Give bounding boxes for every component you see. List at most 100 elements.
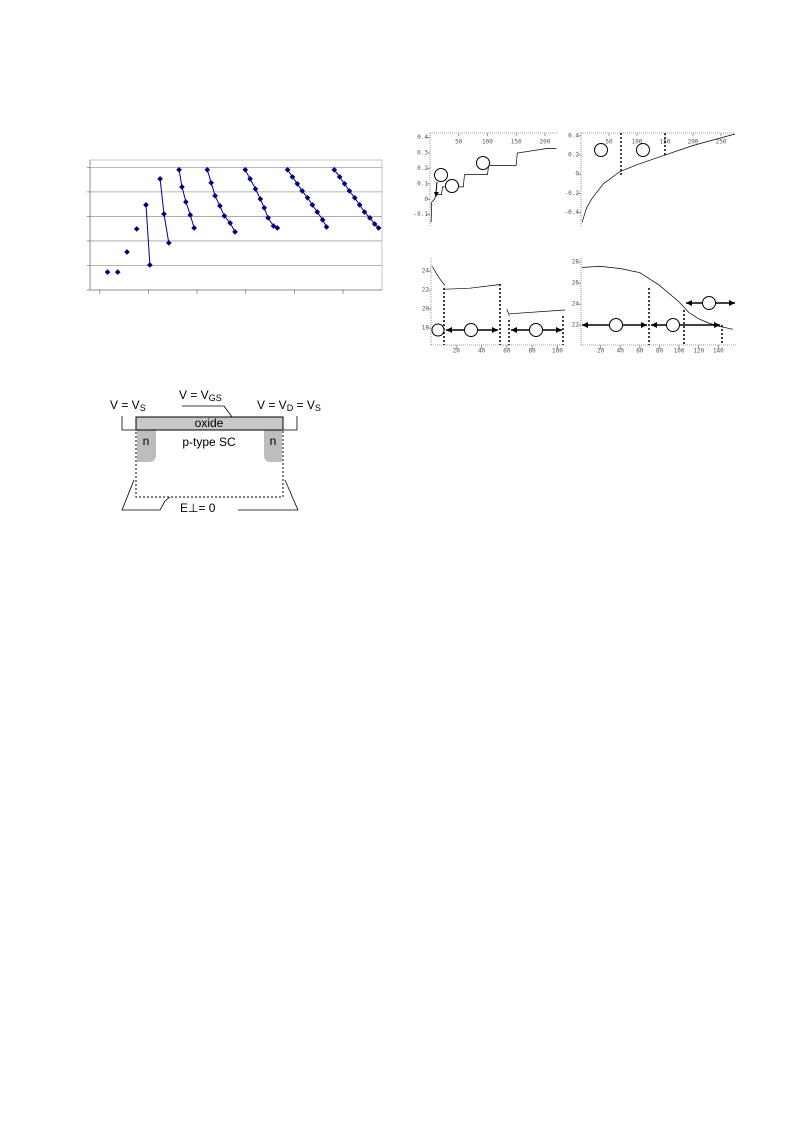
arrowhead xyxy=(582,322,588,328)
pointer-line xyxy=(121,479,160,511)
data-point xyxy=(371,221,378,227)
y-tick-label: -0.1 xyxy=(414,211,429,218)
arrowhead xyxy=(729,300,735,306)
data-point xyxy=(304,194,311,201)
n-region xyxy=(137,430,156,462)
data-point xyxy=(133,226,140,232)
y-tick-label: 24 xyxy=(572,301,580,308)
drain-label: V = VD = VS xyxy=(257,398,321,413)
data-line xyxy=(430,148,557,223)
x-tick-label: 100 xyxy=(482,139,493,146)
x-tick-label: 40 xyxy=(617,348,625,355)
data-point xyxy=(265,215,271,221)
data-point xyxy=(341,180,348,187)
data-point xyxy=(147,262,153,268)
circle-marker xyxy=(434,168,448,182)
y-tick-label: 22 xyxy=(572,322,580,329)
data-point xyxy=(204,166,211,173)
data-point xyxy=(336,174,343,180)
arrowhead xyxy=(492,327,498,333)
x-tick-label: 200 xyxy=(540,139,551,146)
data-point xyxy=(179,184,185,190)
y-tick-label: 0.1 xyxy=(417,180,428,187)
label-subscript: S xyxy=(315,403,321,413)
data-point xyxy=(166,240,172,246)
plot-frame xyxy=(89,159,383,291)
x-tick-label: 20 xyxy=(453,348,461,355)
data-point xyxy=(124,249,130,255)
pointer-line xyxy=(159,496,171,511)
y-tick-label: -0.2 xyxy=(565,190,580,197)
data-point xyxy=(221,213,228,219)
data-point xyxy=(157,176,163,182)
data-point xyxy=(227,220,233,226)
chart: 0.4 0.3 0.2 0.1 0 -0.1 50 100 150 200 xyxy=(414,132,557,227)
data-point xyxy=(183,199,189,205)
data-point xyxy=(232,229,238,235)
data-point xyxy=(247,176,253,182)
arrowheads xyxy=(434,192,735,333)
x-tick-label: 50 xyxy=(605,139,613,146)
data-point xyxy=(176,166,182,173)
data-point xyxy=(331,166,338,173)
data-point xyxy=(187,212,194,218)
circle-marker xyxy=(636,143,650,157)
data-point xyxy=(294,180,301,187)
label-subscript: GS xyxy=(209,393,222,403)
chart: 24 22 20 18 20 40 60 80 100 xyxy=(422,258,566,355)
label-text: = V xyxy=(293,398,315,412)
data-point xyxy=(191,225,197,231)
data-point xyxy=(289,174,296,180)
oxide-layer xyxy=(135,416,284,431)
label-text: V = V xyxy=(110,398,140,412)
x-tick-label: 100 xyxy=(552,348,563,355)
x-tick-label: 20 xyxy=(597,348,605,355)
chart xyxy=(87,159,383,294)
arrowhead xyxy=(686,300,692,306)
data-point xyxy=(261,205,268,211)
data-line xyxy=(581,133,736,223)
x-tick-label: 60 xyxy=(636,348,644,355)
circle-marker xyxy=(666,318,680,332)
circle-marker xyxy=(431,323,445,337)
arrowhead xyxy=(434,192,439,197)
x-tick-label: 200 xyxy=(688,139,699,146)
pointer-line xyxy=(238,479,299,511)
y-tick-label: 28 xyxy=(572,259,580,266)
data-line xyxy=(431,266,566,316)
panel-decorations xyxy=(431,133,735,345)
circle-marker xyxy=(476,156,490,170)
boundary-label: E⊥= 0 xyxy=(180,501,216,515)
x-tick-label: 250 xyxy=(716,139,727,146)
x-tick-label: 140 xyxy=(713,348,724,355)
y-tick-label: 26 xyxy=(572,280,580,287)
x-tick-label: 40 xyxy=(478,348,486,355)
device-diagram: V = VS V = VGS V = VD = VS oxide p-type … xyxy=(110,388,321,515)
data-point xyxy=(356,202,363,208)
circle-marker xyxy=(702,296,716,310)
y-tick-label: 0.4 xyxy=(568,132,579,139)
y-tick-label: 18 xyxy=(422,324,430,331)
data-point xyxy=(217,203,223,209)
oxide-label: oxide xyxy=(195,416,224,430)
y-tick-label: 0 xyxy=(424,196,428,203)
x-tick-label: 100 xyxy=(632,139,643,146)
chart: 28 26 24 22 20 40 60 80 100 120 140 xyxy=(572,258,737,355)
y-tick-label: 20 xyxy=(422,306,430,313)
data-point xyxy=(257,196,264,202)
data-point xyxy=(361,209,368,215)
data-point xyxy=(104,269,111,275)
x-tick-label: 60 xyxy=(503,348,511,355)
arrowhead xyxy=(556,327,562,333)
data-point xyxy=(284,166,291,173)
circle-marker xyxy=(445,179,459,193)
data-point xyxy=(274,225,281,231)
x-tick-label: 80 xyxy=(656,348,664,355)
data-point xyxy=(161,211,167,217)
x-tick-label: 50 xyxy=(455,139,463,146)
label-subscript: S xyxy=(140,403,146,413)
data-line xyxy=(581,266,734,330)
arrow xyxy=(435,181,438,193)
